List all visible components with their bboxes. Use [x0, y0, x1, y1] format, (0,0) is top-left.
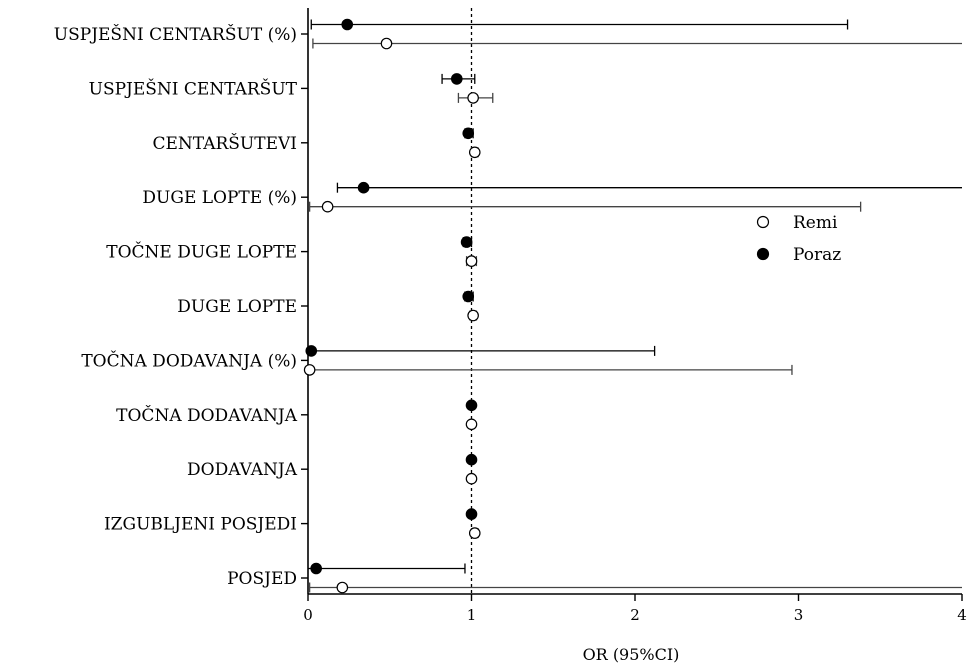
category-label: POSJED: [227, 569, 297, 589]
or-point: [465, 508, 478, 520]
legend-marker-remi: [756, 215, 770, 229]
or-point: [462, 127, 475, 140]
x-tick-label: 3: [794, 606, 804, 624]
or-point: [468, 527, 481, 539]
or-point: [380, 37, 393, 50]
or-point: [321, 200, 334, 213]
axes-layer: 0 1 2 3 4: [301, 8, 967, 624]
category-label: TOČNA DODAVANJA: [116, 405, 298, 426]
category-label: DODAVANJA: [187, 460, 298, 480]
or-point: [467, 309, 479, 322]
x-tick-label: 0: [303, 606, 313, 624]
category-label: TOČNA DODAVANJA (%): [81, 350, 297, 371]
category-label: IZGUBLJENI POSJEDI: [104, 515, 297, 535]
series-layer: [303, 18, 962, 594]
category-label: CENTARŠUTEVI: [153, 133, 298, 154]
category-label: USPJEŠNI CENTARŠUT (%): [54, 24, 297, 45]
x-axis-title: OR (95%CI): [583, 645, 680, 664]
or-point: [336, 581, 349, 594]
category-label: USPJEŠNI CENTARŠUT: [89, 78, 298, 99]
series-remi: [303, 37, 962, 594]
x-tick-label: 2: [630, 606, 640, 624]
or-point: [465, 472, 478, 485]
category-label: TOČNE DUGE LOPTE: [106, 242, 297, 263]
x-tick-label: 1: [467, 606, 477, 624]
or-point: [305, 345, 318, 357]
or-point: [467, 92, 479, 104]
x-tick-label: 4: [957, 606, 967, 624]
or-point: [465, 453, 478, 466]
legend-label-remi: Remi: [793, 213, 838, 233]
or-point: [341, 18, 354, 31]
or-point: [465, 418, 478, 431]
or-point: [460, 236, 473, 248]
or-point: [468, 146, 481, 159]
or-point: [465, 255, 478, 267]
category-labels-layer: USPJEŠNI CENTARŠUT (%) USPJEŠNI CENTARŠUT…: [54, 24, 298, 589]
series-poraz: [305, 18, 962, 575]
or-point: [310, 562, 322, 575]
legend-marker-poraz: [756, 247, 770, 261]
category-label: DUGE LOPTE: [177, 297, 297, 317]
or-point: [462, 290, 475, 303]
legend: Remi Poraz: [756, 213, 841, 265]
category-label: DUGE LOPTE (%): [142, 188, 297, 208]
or-point: [450, 73, 463, 85]
or-point: [357, 181, 370, 194]
legend-label-poraz: Poraz: [793, 245, 841, 265]
or-point: [303, 364, 316, 376]
or-point: [465, 399, 478, 412]
